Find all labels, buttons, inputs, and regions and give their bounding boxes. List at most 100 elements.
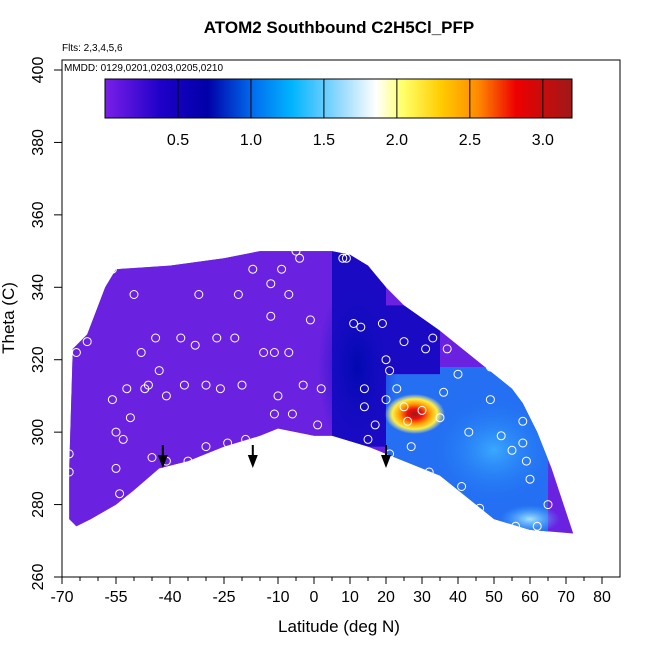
sample-point	[107, 395, 117, 405]
x-axis-label: Latitude (deg N)	[278, 617, 400, 636]
sample-point	[453, 369, 463, 379]
sample-point	[424, 467, 434, 477]
sample-point	[201, 442, 211, 452]
sample-point	[154, 366, 164, 376]
colorbar-gradient	[104, 78, 573, 119]
y-tick-label: 300	[30, 419, 47, 446]
sample-point	[237, 380, 247, 390]
chart-title: ATOM2 Southbound C2H5Cl_PFP	[204, 18, 474, 37]
sample-point	[359, 384, 369, 394]
sample-point	[507, 445, 517, 455]
sample-point	[284, 290, 294, 299]
colorbar-tick-label: 2.0	[386, 132, 408, 149]
sample-point	[388, 460, 398, 470]
sample-point	[64, 467, 74, 477]
sample-point	[273, 391, 283, 401]
sample-point	[356, 322, 366, 332]
sample-point	[82, 337, 92, 347]
field-lightblue-glow	[500, 505, 560, 534]
sample-point	[457, 482, 467, 491]
sample-point	[370, 420, 380, 430]
x-tick-label: 60	[521, 589, 539, 606]
sample-point	[122, 384, 132, 394]
sample-point	[176, 333, 186, 343]
sample-point	[147, 453, 157, 462]
y-tick-label: 400	[30, 57, 47, 84]
sample-point	[230, 333, 240, 343]
sample-point	[385, 366, 395, 376]
y-tick-label: 260	[30, 564, 47, 591]
sample-point	[525, 474, 535, 484]
x-tick-label: 40	[449, 589, 467, 606]
sample-point	[442, 344, 452, 354]
colorbar-tick-label: 1.5	[313, 132, 335, 149]
x-axis: -70 -55 -40 -25 -10 0 10 20 30 40 50 60 70 80	[50, 576, 620, 606]
sample-point	[111, 463, 121, 473]
flight-arrow	[157, 445, 168, 468]
sample-point	[111, 427, 121, 437]
x-tick-label: -70	[50, 589, 73, 606]
sample-point	[223, 438, 233, 448]
sample-point	[161, 391, 171, 401]
field-hotspot	[384, 394, 445, 435]
y-tick-label: 320	[30, 346, 47, 373]
sample-point	[417, 405, 427, 415]
sample-point	[269, 409, 279, 419]
sample-point	[129, 290, 139, 299]
sample-point	[298, 380, 308, 390]
sample-point	[233, 290, 243, 299]
colorbar-tick-label: 3.0	[532, 132, 554, 149]
x-tick-label: 0	[310, 589, 319, 606]
y-tick-label: 360	[30, 201, 47, 228]
sample-point	[363, 434, 373, 444]
field-blue-glow	[424, 390, 564, 511]
sample-point	[421, 344, 431, 354]
x-tick-label: 10	[341, 589, 359, 606]
sample-point	[543, 500, 553, 510]
sample-point	[266, 279, 276, 289]
sample-point	[183, 456, 193, 466]
sample-point	[399, 337, 409, 347]
sample-point	[295, 253, 305, 263]
sample-point	[241, 434, 251, 444]
sample-point	[313, 420, 323, 430]
sample-point	[496, 431, 506, 441]
sample-point	[403, 416, 413, 426]
colorbar-tick-label: 0.5	[167, 132, 189, 149]
sample-point	[381, 395, 391, 405]
sample-points	[64, 246, 553, 531]
flight-arrow	[247, 445, 258, 468]
sample-point	[125, 413, 135, 423]
sample-point	[259, 348, 269, 357]
sample-point	[406, 442, 416, 452]
sample-point	[248, 264, 258, 274]
sample-point	[475, 503, 485, 513]
x-tick-label: 80	[593, 589, 611, 606]
x-tick-label: 50	[485, 589, 503, 606]
sample-point	[485, 395, 495, 405]
x-tick-label: 30	[413, 589, 431, 606]
sample-point	[392, 384, 402, 394]
sample-point	[399, 402, 409, 412]
y-axis-label: Theta (C)	[0, 282, 18, 354]
sample-point	[284, 348, 294, 357]
sample-point	[359, 402, 369, 412]
sample-point	[518, 416, 528, 426]
sample-point	[349, 319, 359, 328]
x-tick-label: 20	[377, 589, 395, 606]
sample-point	[266, 311, 276, 321]
dates-annotation: MMDD: 0129,0201,0203,0205,0210	[64, 63, 223, 74]
sample-point	[215, 384, 225, 394]
sample-point	[341, 253, 351, 263]
colorbar-tick-label: 2.5	[459, 132, 481, 149]
x-tick-label: 70	[557, 589, 575, 606]
sample-point	[151, 333, 161, 343]
sample-point	[532, 521, 542, 531]
sample-point	[439, 387, 449, 397]
field-navy-glow	[317, 276, 398, 457]
sample-point	[64, 449, 74, 459]
sample-point	[136, 348, 146, 357]
x-tick-label: -40	[158, 589, 181, 606]
flights-annotation: Flts: 2,3,4,5,6	[62, 43, 123, 54]
colorbar: 0.5 1.0 1.5 2.0 2.5 3.0	[104, 78, 573, 149]
